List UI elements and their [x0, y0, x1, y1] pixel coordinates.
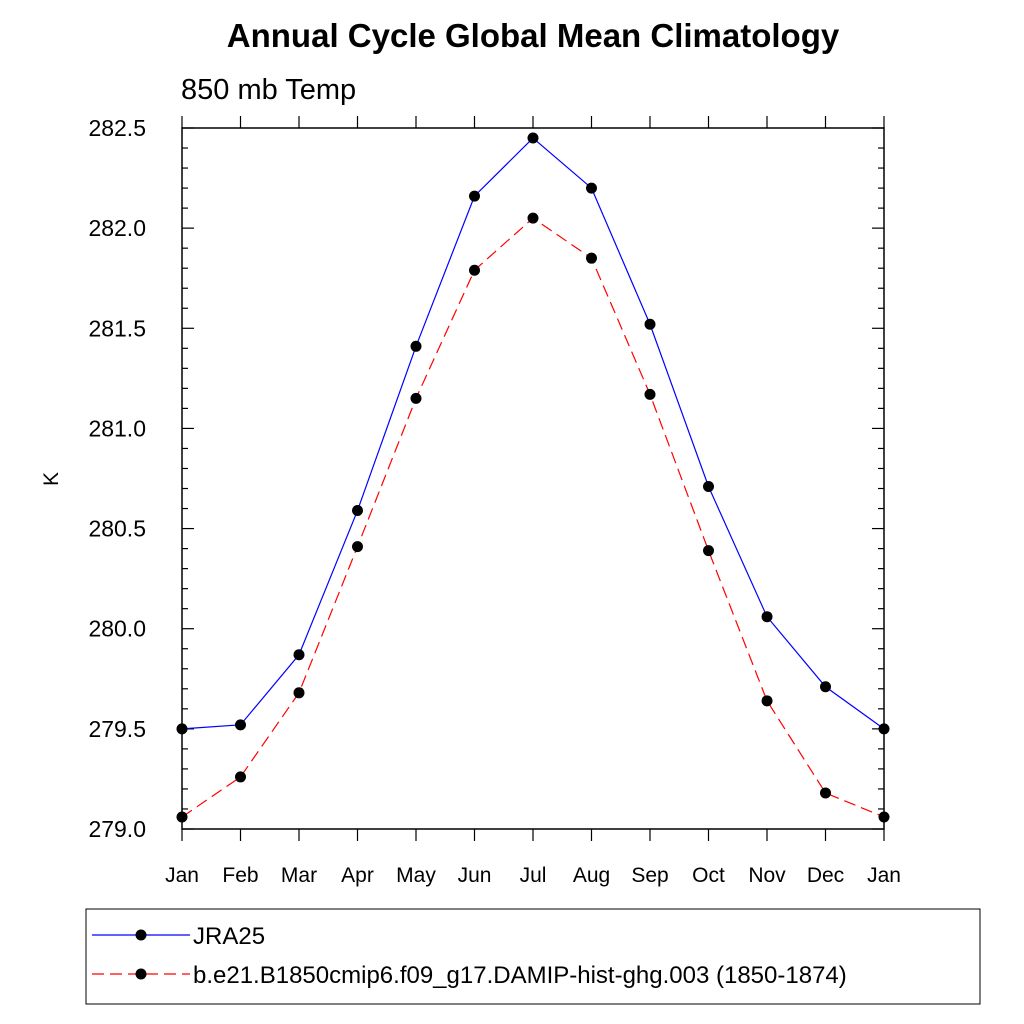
y-tick-label: 280.0: [88, 616, 146, 642]
x-tick-label: Jul: [520, 864, 547, 887]
chart-subtitle: 850 mb Temp: [181, 74, 356, 106]
series-1-point: [293, 649, 305, 661]
y-tick-label: 279.5: [88, 716, 146, 742]
x-tick-label: Dec: [807, 864, 844, 887]
series-line-2: [181, 217, 885, 818]
series-layer: [176, 132, 890, 823]
series-2-point: [235, 771, 246, 783]
series-1-point: [352, 505, 363, 517]
legend-label-1: JRA25: [193, 923, 265, 950]
series-2-point: [761, 695, 773, 707]
series-1-point: [703, 481, 714, 493]
series-2-point: [703, 545, 714, 557]
series-2-point: [820, 787, 831, 799]
plot-frame: [181, 127, 885, 830]
y-tick-labels: 279.0 279.5 280.0 280.5 281.0 281.5 282.0 282.5: [88, 115, 146, 842]
series-2-point: [469, 264, 480, 276]
series-2-point: [176, 811, 188, 823]
series-2-point: [352, 541, 363, 553]
x-tick-labels: Jan Feb Mar Apr May Jun Jul Aug Sep Oct Nov Dec Jan: [165, 864, 901, 887]
series-2-point: [878, 811, 890, 823]
series-line-1: [181, 137, 885, 730]
legend-marker-1: [135, 929, 147, 941]
series-2-point: [586, 252, 597, 264]
x-tick-label: Nov: [748, 864, 786, 887]
axis-ticks: [181, 116, 885, 841]
x-tick-label: Oct: [692, 864, 725, 887]
y-axis-label: K: [40, 472, 63, 486]
x-tick-label: Jan: [867, 864, 901, 887]
series-1-point: [761, 611, 773, 623]
series-2-point: [410, 392, 422, 404]
series-1-point: [644, 318, 656, 330]
y-tick-label: 281.5: [88, 315, 146, 341]
y-tick-label: 282.0: [88, 215, 146, 241]
series-1-point: [176, 723, 188, 735]
y-tick-label: 282.5: [88, 115, 146, 141]
x-tick-label: Apr: [341, 864, 374, 887]
legend: JRA25 b.e21.B1850cmip6.f09_g17.DAMIP-hist…: [92, 923, 847, 989]
series-1-point: [878, 723, 890, 735]
x-tick-label: Jun: [458, 864, 492, 887]
chart-title: Annual Cycle Global Mean Climatology: [227, 17, 840, 54]
x-tick-label: Feb: [222, 864, 258, 887]
series-1-point: [586, 182, 597, 194]
series-1-point: [527, 132, 539, 144]
series-1-point: [820, 681, 831, 693]
legend-label-2: b.e21.B1850cmip6.f09_g17.DAMIP-hist-ghg.…: [193, 962, 847, 989]
legend-box: [85, 908, 981, 1005]
x-tick-label: Aug: [573, 864, 610, 887]
x-tick-label: Sep: [631, 864, 668, 887]
series-2-point: [293, 687, 305, 699]
series-1-point: [469, 190, 480, 202]
x-tick-label: May: [396, 864, 436, 887]
series-1-point: [235, 719, 246, 731]
legend-marker-2: [135, 968, 147, 980]
x-tick-label: Mar: [281, 864, 317, 887]
series-2-point: [527, 212, 539, 224]
y-tick-label: 279.0: [88, 816, 146, 842]
series-2-point: [644, 388, 656, 400]
y-tick-label: 281.0: [88, 415, 146, 441]
y-tick-label: 280.5: [88, 516, 146, 542]
x-tick-label: Jan: [165, 864, 199, 887]
series-1-point: [410, 340, 422, 352]
